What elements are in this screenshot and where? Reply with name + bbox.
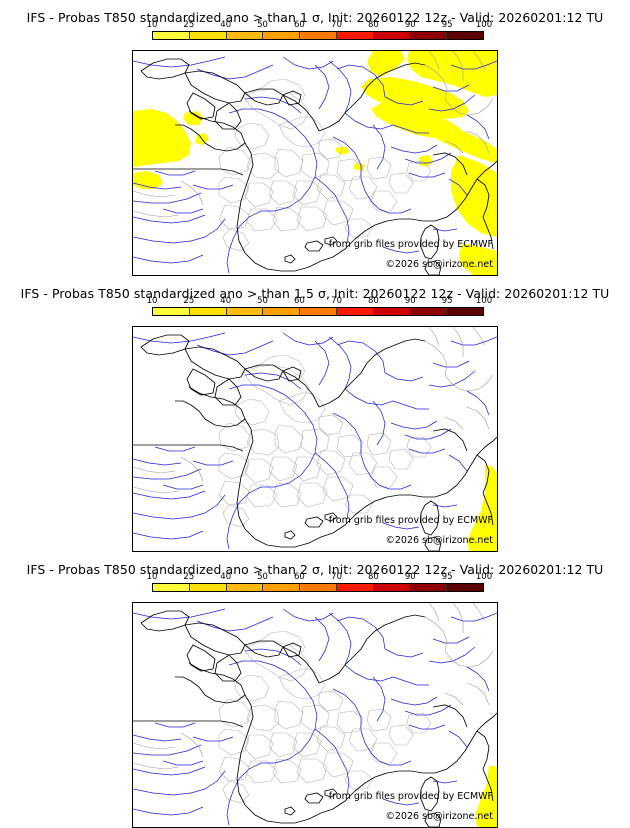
cbar-tick: 40 [220, 572, 232, 582]
cbar-tick: 100 [475, 572, 493, 582]
cbar-tick: 70 [331, 296, 342, 306]
cbar-swatch [226, 584, 264, 591]
forecast-panel-15sigma: IFS - Probas T850 standardized ano > tha… [0, 276, 630, 552]
cbar-swatch [189, 308, 227, 315]
probability-shading-layer [475, 765, 497, 827]
cbar-tick: 70 [331, 20, 342, 30]
copyright-1: ©2026 sb@irizone.net [385, 259, 493, 270]
cbar-tick: 40 [220, 296, 232, 306]
probability-shading-layer [133, 51, 497, 275]
cbar-tick: 95 [441, 572, 453, 582]
colorbar-gradient-3 [152, 583, 484, 592]
cbar-tick: 60 [293, 20, 305, 30]
forecast-panel-2sigma: IFS - Probas T850 standardized ano > tha… [0, 552, 630, 828]
colorbar-gradient-1 [152, 31, 484, 40]
cbar-swatch [447, 32, 484, 39]
colorbar-1: 10 25 40 50 60 70 80 90 95 100 [147, 20, 493, 40]
cbar-tick: 95 [441, 20, 453, 30]
colorbar-2: 10 25 40 50 60 70 80 90 95 100 [147, 296, 493, 316]
copyright-3: ©2026 sb@irizone.net [385, 811, 493, 822]
colorbar-ticks-3: 10 25 40 50 60 70 80 90 95 100 [147, 572, 493, 583]
cbar-tick: 10 [146, 572, 158, 582]
coastline-layer [133, 58, 497, 275]
cbar-swatch [447, 584, 484, 591]
cbar-swatch [373, 308, 411, 315]
forecast-panel-1sigma: IFS - Probas T850 standardized ano > tha… [0, 0, 630, 276]
cbar-tick: 80 [368, 20, 379, 30]
cbar-swatch [263, 32, 301, 39]
cbar-swatch [336, 32, 374, 39]
colorbar-3: 10 25 40 50 60 70 80 90 95 100 [147, 572, 493, 592]
secondary-borders-layer [133, 51, 494, 218]
cbar-swatch [373, 32, 411, 39]
cbar-tick: 80 [368, 572, 379, 582]
cbar-swatch [336, 584, 374, 591]
cbar-swatch [447, 308, 484, 315]
cbar-tick: 25 [183, 296, 195, 306]
cbar-tick: 90 [404, 20, 416, 30]
cbar-swatch [263, 308, 301, 315]
colorbar-ticks-2: 10 25 40 50 60 70 80 90 95 100 [147, 296, 493, 307]
cbar-swatch [410, 584, 448, 591]
colorbar-ticks-1: 10 25 40 50 60 70 80 90 95 100 [147, 20, 493, 31]
cbar-tick: 50 [257, 20, 268, 30]
cbar-tick: 50 [257, 296, 268, 306]
colorbar-gradient-2 [152, 307, 484, 316]
cbar-tick: 70 [331, 572, 342, 582]
copyright-2: ©2026 sb@irizone.net [385, 535, 493, 546]
map-canvas-1sigma[interactable]: from grib files provided by ECMWF ©2026 … [132, 50, 498, 276]
admin-boundaries-layer [218, 630, 432, 804]
cbar-swatch [300, 584, 337, 591]
rivers-layer [133, 332, 497, 550]
cbar-swatch [153, 308, 190, 315]
rivers-layer [133, 608, 497, 826]
map-canvas-2sigma[interactable]: from grib files provided by ECMWF ©2026 … [132, 602, 498, 828]
cbar-swatch [226, 32, 264, 39]
cbar-tick: 100 [475, 20, 493, 30]
cbar-swatch [189, 584, 227, 591]
secondary-borders-layer [133, 327, 494, 494]
cbar-tick: 10 [146, 296, 158, 306]
cbar-swatch [226, 308, 264, 315]
grib-attribution-3: from grib files provided by ECMWF [328, 791, 493, 802]
admin-boundaries-layer [218, 354, 432, 528]
rivers-layer [133, 56, 497, 274]
coastline-layer [133, 610, 497, 827]
cbar-swatch [153, 584, 190, 591]
cbar-tick: 50 [257, 572, 268, 582]
coastline-layer [133, 334, 497, 551]
cbar-swatch [263, 584, 301, 591]
page-title-2: IFS - Probas T850 standardized ano > tha… [20, 286, 610, 301]
probability-shading-layer [467, 465, 497, 551]
cbar-tick: 10 [146, 20, 158, 30]
cbar-swatch [336, 308, 374, 315]
cbar-tick: 90 [404, 572, 416, 582]
cbar-swatch [410, 32, 448, 39]
secondary-borders-layer [133, 603, 494, 770]
page-title-3: IFS - Probas T850 standardized ano > tha… [26, 562, 604, 577]
cbar-tick: 25 [183, 20, 195, 30]
cbar-tick: 40 [220, 20, 232, 30]
cbar-tick: 95 [441, 296, 453, 306]
cbar-swatch [300, 32, 337, 39]
cbar-tick: 100 [475, 296, 493, 306]
admin-boundaries-layer [218, 78, 432, 252]
cbar-tick: 25 [183, 572, 195, 582]
grib-attribution-2: from grib files provided by ECMWF [328, 515, 493, 526]
cbar-tick: 60 [293, 572, 305, 582]
map-canvas-15sigma[interactable]: from grib files provided by ECMWF ©2026 … [132, 326, 498, 552]
cbar-swatch [153, 32, 190, 39]
cbar-swatch [189, 32, 227, 39]
cbar-swatch [300, 308, 337, 315]
cbar-swatch [373, 584, 411, 591]
grib-attribution-1: from grib files provided by ECMWF [328, 239, 493, 250]
cbar-tick: 90 [404, 296, 416, 306]
cbar-tick: 80 [368, 296, 379, 306]
cbar-tick: 60 [293, 296, 305, 306]
cbar-swatch [410, 308, 448, 315]
page-title-1: IFS - Probas T850 standardized ano > tha… [26, 10, 604, 25]
